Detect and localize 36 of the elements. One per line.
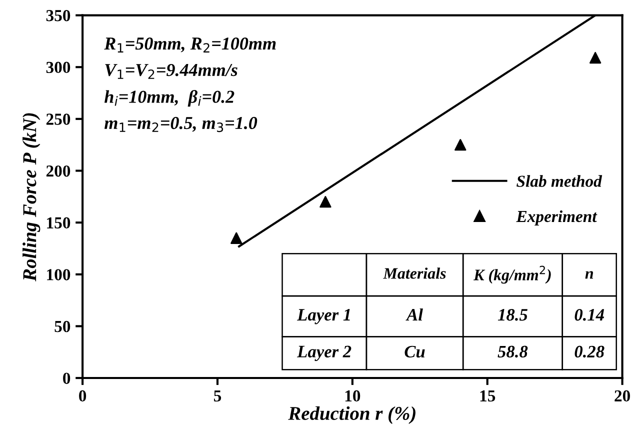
point bbox=[320, 196, 332, 208]
point bbox=[589, 52, 602, 64]
y-tick-label: 50 bbox=[54, 320, 70, 332]
y-tick-label: 0 bbox=[63, 372, 70, 384]
y-tick-label: 300 bbox=[46, 62, 70, 74]
annotation: n bbox=[585, 271, 594, 279]
y-axis-title: Rolling Force P (kN) bbox=[22, 113, 40, 282]
legend-label: Experiment bbox=[516, 210, 598, 226]
annotation: 0.28 bbox=[574, 346, 604, 358]
y-tick-label: 250 bbox=[46, 114, 70, 125]
annotation: h$_{i}$=10mm, β$_{i}$=0.2 bbox=[104, 90, 234, 107]
x-tick-label: 5 bbox=[214, 390, 222, 402]
y-tick-label: 200 bbox=[46, 165, 70, 177]
annotation: 18.5 bbox=[498, 308, 528, 321]
annotation: Al bbox=[406, 308, 423, 321]
x-tick-label: 10 bbox=[345, 390, 360, 402]
annotation: m$_{1}$=m$_{2}$=0.5, m$_{3}$=1.0 bbox=[104, 116, 258, 132]
annotation: Cu bbox=[404, 346, 425, 358]
x-axis-title: Reduction r (%) bbox=[288, 406, 416, 424]
annotation: Layer 1 bbox=[296, 309, 350, 324]
annotation: K (kg/mm$^{2}$) bbox=[473, 266, 551, 284]
point bbox=[454, 138, 466, 151]
annotation: 0.14 bbox=[574, 308, 604, 321]
annotation: 58.8 bbox=[498, 346, 528, 358]
x-tick-label: 0 bbox=[79, 390, 86, 402]
point bbox=[230, 232, 242, 244]
y-tick-label: 150 bbox=[47, 217, 70, 229]
legend-label: Slab method bbox=[516, 175, 602, 187]
y-tick-label: 350 bbox=[46, 10, 70, 22]
x-tick-label: 15 bbox=[480, 390, 496, 402]
annotation: R$_{1}$=50mm, R$_{2}$=100mm bbox=[104, 37, 276, 52]
annotation: V$_{1}$=V$_{2}$=9.44mm/s bbox=[105, 64, 238, 79]
x-tick-label: 20 bbox=[614, 390, 630, 402]
annotation: Layer 2 bbox=[296, 346, 352, 362]
annotation: Materials bbox=[383, 268, 446, 279]
y-tick-label: 100 bbox=[47, 269, 70, 280]
